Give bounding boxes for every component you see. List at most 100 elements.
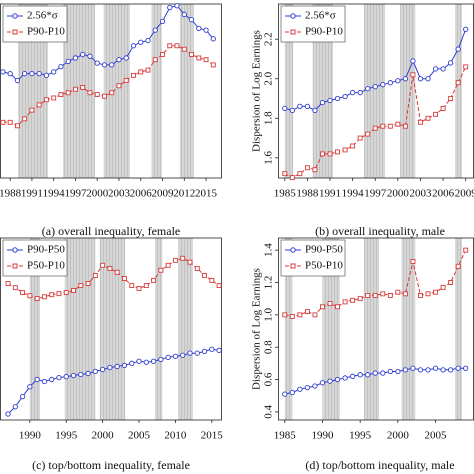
x-tick-label: 1997 [364,188,387,200]
point [402,291,408,297]
x-tick-label: 2015 [195,188,218,200]
legend-label: 2.56*σ [305,10,336,22]
point [116,57,122,63]
point [29,107,35,113]
point [102,93,107,99]
point [85,370,91,377]
point [463,64,469,70]
point [312,107,318,114]
x-tick-label: 1994 [43,188,66,200]
point [92,272,98,278]
point [19,393,26,400]
point [20,290,26,296]
point [365,372,371,378]
legend-marker [290,247,296,253]
shaded-period [155,238,163,420]
legend-marker [12,29,18,35]
x-tick-label: 1995 [349,430,372,442]
point [395,289,401,295]
point [0,119,6,125]
point [65,58,71,65]
point [455,263,461,269]
point [29,70,35,77]
legend-label: P90-P10 [305,26,343,38]
point [304,384,311,391]
point [116,83,122,89]
point [78,371,84,378]
x-tick-label: 1994 [342,188,365,200]
point [94,92,100,97]
point [210,62,216,68]
point [72,55,79,61]
point [433,289,439,295]
shaded-period [312,4,334,178]
point [365,131,371,137]
point [109,62,115,68]
point [58,92,64,97]
point [114,363,120,370]
point [319,99,326,106]
shaded-period [284,4,294,178]
x-tick-label: 2006 [130,188,153,200]
point [320,151,325,157]
x-tick-label: 2003 [409,188,432,200]
point [297,386,303,392]
point [123,55,129,61]
point [99,366,106,373]
point [51,69,57,75]
point [160,52,165,57]
point [167,4,173,11]
point [174,3,180,9]
point [433,111,439,117]
legend-marker [290,29,296,35]
point [0,69,6,75]
point [418,292,423,298]
point [282,391,288,397]
point [402,367,409,373]
shaded-period [151,4,162,178]
point [151,277,157,283]
point [440,105,446,111]
x-tick-label: 2000 [86,188,109,200]
point [327,301,333,306]
point [51,95,57,101]
point [319,380,326,386]
legend-box [280,5,346,43]
point [342,375,348,381]
point [334,376,341,383]
point [395,368,401,375]
point [138,69,144,75]
point [131,72,136,78]
point [440,367,446,373]
point [210,36,216,42]
point [129,283,135,289]
point [158,267,164,273]
point [174,43,180,49]
point [380,291,386,297]
point [387,123,393,129]
point [152,57,158,63]
point [109,90,115,96]
x-tick-label: 1991 [21,188,43,200]
x-tick-label: 1985 [274,188,297,200]
point [27,293,33,299]
y-tick-label: 2.0 [263,71,275,85]
point [7,70,13,77]
point [327,378,333,384]
point [425,76,431,82]
point [372,125,378,131]
x-tick-label: 2005 [425,430,448,442]
point [114,269,120,275]
caption: (b) overall inequality, male [315,224,445,238]
legend-label: P50-P10 [305,260,343,272]
x-tick-label: 1991 [319,188,341,200]
legend-marker [12,263,18,269]
x-tick-label: 1990 [19,430,42,442]
point [289,175,295,181]
legend-label: P90-P10 [27,26,65,38]
point [194,350,200,356]
point [181,46,187,52]
point [71,288,76,293]
point [201,348,208,355]
